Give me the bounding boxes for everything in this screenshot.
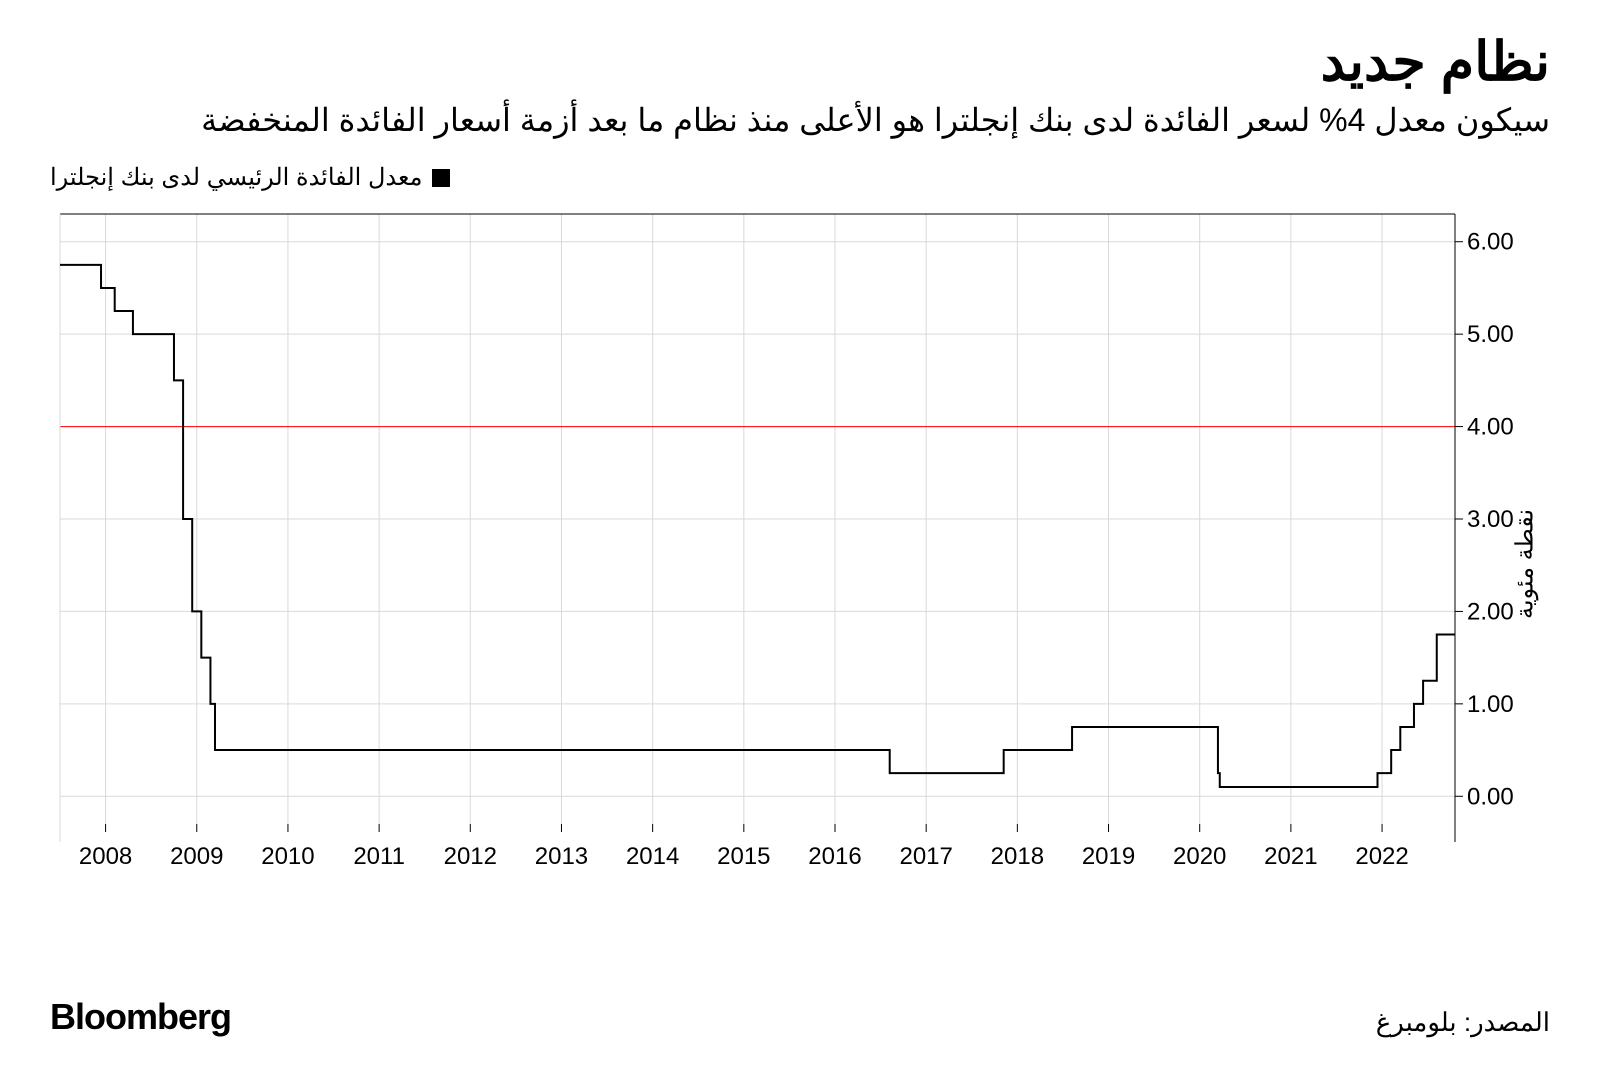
svg-text:2018: 2018 [991, 843, 1044, 870]
svg-text:2011: 2011 [353, 843, 405, 870]
svg-text:0.00: 0.00 [1467, 783, 1514, 810]
y-axis-title: نقطة مئوية [1510, 509, 1539, 619]
svg-text:2021: 2021 [1264, 843, 1317, 870]
chart-subtitle: سيكون معدل 4% لسعر الفائدة لدى بنك إنجلت… [50, 101, 1550, 139]
svg-text:2020: 2020 [1173, 843, 1226, 870]
svg-text:2.00: 2.00 [1467, 598, 1514, 625]
svg-text:2015: 2015 [717, 843, 770, 870]
svg-text:2013: 2013 [535, 843, 588, 870]
legend-swatch [432, 169, 450, 187]
svg-text:5.00: 5.00 [1467, 321, 1514, 348]
svg-text:1.00: 1.00 [1467, 691, 1514, 718]
footer: Bloomberg المصدر: بلومبرغ [50, 996, 1550, 1038]
chart-container: نظام جديد سيكون معدل 4% لسعر الفائدة لدى… [0, 0, 1600, 1068]
svg-text:2019: 2019 [1082, 843, 1135, 870]
svg-text:2010: 2010 [261, 843, 314, 870]
svg-text:2008: 2008 [79, 843, 132, 870]
svg-text:2016: 2016 [808, 843, 861, 870]
legend-label: معدل الفائدة الرئيسي لدى بنك إنجلترا [50, 163, 422, 192]
svg-text:2017: 2017 [899, 843, 952, 870]
legend: معدل الفائدة الرئيسي لدى بنك إنجلترا [50, 163, 1550, 192]
chart-title: نظام جديد [50, 30, 1550, 93]
chart-svg: 0.00 1.00 2.00 3.00 4.00 5.00 6.00 2008 2009 2010… [50, 204, 1550, 904]
svg-text:2014: 2014 [626, 843, 679, 870]
svg-text:2022: 2022 [1355, 843, 1408, 870]
svg-text:2009: 2009 [170, 843, 223, 870]
brand-logo: Bloomberg [50, 996, 231, 1038]
source-label: المصدر: بلومبرغ [1376, 1007, 1550, 1038]
svg-text:4.00: 4.00 [1467, 414, 1514, 441]
svg-text:2012: 2012 [444, 843, 497, 870]
chart-area: 0.00 1.00 2.00 3.00 4.00 5.00 6.00 2008 2009 2010… [50, 204, 1550, 924]
svg-text:6.00: 6.00 [1467, 229, 1514, 256]
svg-text:3.00: 3.00 [1467, 506, 1514, 533]
